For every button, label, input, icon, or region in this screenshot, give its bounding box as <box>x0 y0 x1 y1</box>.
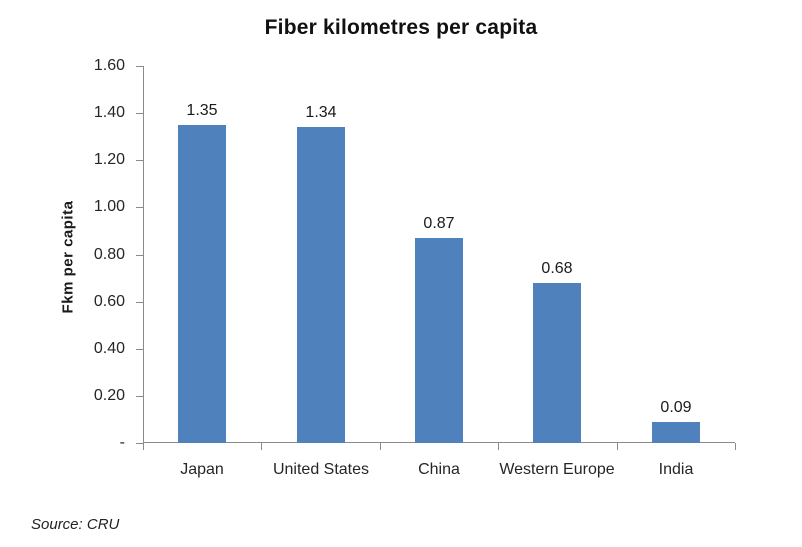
bar-india <box>652 422 700 443</box>
x-tick-mark <box>379 443 381 450</box>
y-tick-label-1-00: 1.00 <box>93 198 125 216</box>
y-tick-mark <box>136 66 143 67</box>
y-tick-label-0-40: 0.40 <box>93 339 125 357</box>
bar-value-label-united-states: 1.34 <box>305 104 337 121</box>
y-tick-label-0-20: 0.20 <box>93 386 125 404</box>
y-tick-label-0-80: 0.80 <box>93 245 125 263</box>
bar-western-europe <box>533 283 581 443</box>
y-tick-label-1-40: 1.40 <box>93 104 125 122</box>
bar-japan <box>178 125 226 443</box>
x-tick-mark <box>143 443 144 450</box>
bar-value-label-india: 0.09 <box>660 399 692 416</box>
category-label-western-europe: Western Europe <box>499 461 615 478</box>
bar-value-label-japan: 1.35 <box>186 102 218 119</box>
bar-value-label-western-europe: 0.68 <box>541 260 573 277</box>
bar-china <box>415 238 463 443</box>
y-tick-label-0-60: 0.60 <box>93 292 125 310</box>
category-label-japan: Japan <box>180 461 224 478</box>
bar-united-states <box>297 127 345 443</box>
y-tick-mark <box>136 348 143 350</box>
y-tick-label--: - <box>119 434 125 451</box>
category-label-china: China <box>418 461 460 478</box>
chart-title: Fiber kilometres per capita <box>264 16 538 39</box>
y-tick-mark <box>136 395 143 397</box>
x-tick-mark <box>261 443 263 450</box>
y-tick-label-1-20: 1.20 <box>93 151 125 169</box>
y-tick-mark <box>136 443 143 444</box>
bar-value-label-china: 0.87 <box>423 215 455 232</box>
y-tick-mark <box>136 254 143 256</box>
y-tick-mark <box>136 207 143 209</box>
y-tick-mark <box>136 301 143 303</box>
source-note: Source: CRU <box>31 516 120 533</box>
y-tick-label-1-60: 1.60 <box>93 57 125 74</box>
x-tick-mark <box>498 443 500 450</box>
category-label-india: India <box>658 461 694 478</box>
category-label-united-states: United States <box>272 461 370 478</box>
x-tick-mark <box>735 443 736 450</box>
y-tick-mark <box>136 160 143 162</box>
y-tick-mark <box>136 113 143 115</box>
x-tick-mark <box>616 443 618 450</box>
